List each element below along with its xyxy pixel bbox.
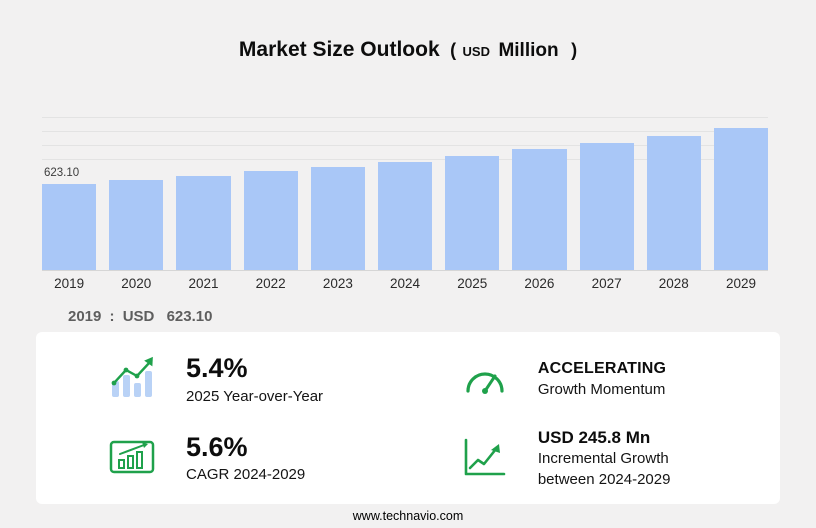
bar-column-2026 [512, 118, 567, 270]
title-main: Market Size Outlook [238, 38, 440, 61]
title-unit: Million [498, 40, 559, 61]
x-tick-2028: 2028 [658, 276, 689, 291]
x-tick-2022: 2022 [255, 276, 286, 291]
stat-momentum-label: Growth Momentum [537, 380, 666, 398]
x-tick-2026: 2026 [524, 276, 555, 291]
stat-incremental-label-line1: Incremental Growth [537, 449, 669, 467]
stat-incremental-label-line2: between 2024-2029 [537, 470, 671, 488]
x-tick-2023: 2023 [322, 276, 353, 291]
x-tick-2025: 2025 [457, 276, 488, 291]
stat-yoy-value: 5.4% [186, 353, 248, 383]
bars: 623.10 [42, 118, 769, 270]
stats-grid: 5.4% 2025 Year-over-Year ACCELERATING Gr… [36, 332, 780, 504]
stat-yoy-label: 2025 Year-over-Year [186, 387, 324, 405]
page-title: Market Size Outlook ( USD Million ) [0, 38, 816, 62]
note-separator: : [109, 308, 115, 325]
bar-2029 [713, 128, 769, 270]
title-open-paren: ( [450, 40, 457, 60]
baseline-note: 2019 : USD 623.10 [68, 308, 212, 325]
cagr-chart-icon [109, 440, 155, 474]
plot-area: 623.10 [42, 117, 769, 271]
gridline [42, 130, 768, 132]
bar-column-2019: 623.10 [42, 118, 97, 270]
title-close-paren: ) [571, 40, 578, 60]
bar-2026 [512, 149, 567, 270]
bar-column-2024 [377, 118, 433, 270]
stat-cagr: 5.6% CAGR 2024-2029 [106, 431, 458, 486]
stat-yoy-text: 5.4% 2025 Year-over-Year [186, 352, 323, 407]
stat-incremental: USD 245.8 Mn Incremental Growth between … [458, 427, 772, 490]
gridline [42, 158, 768, 160]
gridline [42, 117, 768, 118]
x-tick-2020: 2020 [121, 276, 152, 291]
bar-2020 [109, 180, 164, 270]
note-value: 623.10 [166, 308, 213, 325]
x-axis-labels: 2019 2020 2021 2022 2023 2024 2025 2026 2027 2028… [42, 276, 768, 291]
title-currency: USD [462, 44, 490, 59]
stat-yoy: 5.4% 2025 Year-over-Year [106, 352, 458, 407]
note-currency: USD [122, 308, 155, 325]
stat-cagr-label: CAGR 2024-2029 [186, 466, 306, 484]
bar-2019 [42, 184, 97, 270]
bar-column-2027 [579, 118, 634, 270]
stat-momentum-value: ACCELERATING [537, 359, 667, 377]
stat-incremental-value: USD 245.8 Mn [537, 427, 651, 447]
bar-column-2028 [646, 118, 701, 270]
stat-momentum-text: ACCELERATING Growth Momentum [538, 359, 666, 400]
bar-2023 [310, 167, 365, 270]
x-tick-2021: 2021 [188, 276, 219, 291]
yoy-growth-icon [111, 357, 153, 398]
bar-2025 [445, 156, 500, 270]
x-tick-2029: 2029 [725, 276, 756, 291]
speedometer-icon [466, 372, 504, 395]
stats-panel: 5.4% 2025 Year-over-Year ACCELERATING Gr… [36, 332, 780, 504]
stat-incremental-text: USD 245.8 Mn Incremental Growth between … [538, 427, 671, 490]
x-tick-2027: 2027 [591, 276, 622, 291]
bar-column-2029 [713, 118, 769, 270]
x-tick-2019: 2019 [54, 276, 85, 291]
bar-column-2025 [445, 118, 500, 270]
stat-cagr-value: 5.6% [186, 431, 248, 462]
bar-2022 [243, 171, 298, 270]
bar-column-2020 [109, 118, 164, 270]
bar-2027 [579, 143, 634, 270]
incremental-growth-icon [464, 438, 506, 476]
x-tick-2024: 2024 [390, 276, 421, 291]
bar-column-2023 [310, 118, 365, 270]
bar-2021 [176, 176, 231, 270]
stat-cagr-text: 5.6% CAGR 2024-2029 [186, 431, 305, 486]
bar-2024 [377, 162, 433, 270]
bar-column-2021 [176, 118, 231, 270]
bar-value-label: 623.10 [44, 167, 80, 179]
technavio-url[interactable]: www.technavio.com [352, 509, 464, 523]
gridline [42, 144, 768, 146]
bar-column-2022 [243, 118, 298, 270]
stat-momentum: ACCELERATING Growth Momentum [458, 355, 772, 403]
note-year: 2019 [68, 308, 102, 325]
bar-2028 [646, 136, 701, 270]
